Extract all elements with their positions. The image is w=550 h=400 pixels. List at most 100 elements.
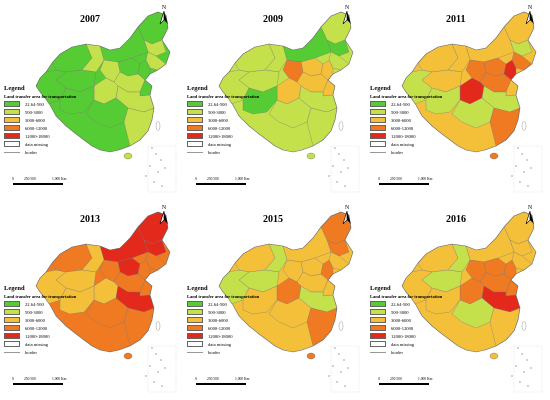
legend-swatch — [370, 141, 386, 147]
china-map — [218, 11, 360, 193]
legend-title: Legend — [4, 85, 25, 92]
sea-island-dot — [342, 158, 345, 161]
legend-label: 12000-18000 — [391, 133, 416, 139]
sea-island-dot — [163, 166, 166, 169]
sea-island-dot — [343, 184, 346, 187]
legend-label: 6000-12000 — [208, 125, 231, 131]
map-panel-2011: 2011 N Legend Land transfer area for transp… — [366, 0, 549, 200]
north-arrow-shape — [525, 10, 534, 25]
arrow-right-half — [347, 11, 351, 24]
sea-island-dot — [152, 380, 155, 383]
scale-bar-graphic — [379, 183, 429, 185]
sea-island-dot — [152, 180, 155, 183]
legend-item: 12000-18000 — [187, 332, 297, 340]
arrow-left-half — [342, 210, 348, 225]
sea-island-dot — [335, 180, 338, 183]
legend-item-missing: data missing — [4, 340, 114, 348]
legend-item: 12000-18000 — [187, 132, 297, 140]
legend-swatch — [4, 351, 20, 353]
sea-island-dot — [333, 146, 336, 149]
legend-swatch — [4, 125, 20, 131]
legend-swatch — [187, 101, 203, 107]
north-label: N — [527, 5, 533, 11]
legend-label: 500-3000 — [25, 109, 43, 115]
scale-bar: 0 250 500 1,000 Km — [193, 177, 293, 189]
legend-swatch — [187, 317, 203, 323]
legend-swatch — [187, 301, 203, 307]
sea-island-dot — [154, 352, 157, 355]
legend-swatch — [187, 341, 203, 347]
legend-item: 3000-6000 — [4, 316, 114, 324]
hainan-island[interactable] — [123, 352, 133, 360]
legend-label: 12000-18000 — [25, 333, 50, 339]
legend-label: 22.64-500 — [25, 101, 44, 107]
legend-item: 12000-18000 — [370, 132, 480, 140]
sea-island-dot — [514, 364, 517, 367]
sea-island-dot — [163, 366, 166, 369]
year-title: 2011 — [446, 14, 466, 25]
legend-swatch — [370, 333, 386, 339]
scale-label: 1,000 Km — [418, 177, 433, 181]
legend-label: border — [208, 349, 220, 355]
year-title: 2013 — [80, 214, 100, 225]
map-panel-2016: 2016 N Legend Land transfer area for transp… — [366, 200, 549, 400]
legend-item: 22.64-500 — [4, 300, 114, 308]
legend-label: border — [25, 149, 37, 155]
legend-label: 22.64-500 — [391, 301, 410, 307]
arrow-left-half — [342, 10, 348, 25]
hainan-island[interactable] — [123, 152, 133, 160]
north-label: N — [161, 205, 167, 211]
legend-label: 22.64-500 — [208, 301, 227, 307]
legend-item: 6000-12000 — [187, 324, 297, 332]
scale-label: 250 500 — [207, 377, 219, 381]
map-panel-2013: 2013 N Legend Land transfer area for transp… — [0, 200, 183, 400]
north-arrow-icon: N — [158, 205, 170, 230]
legend-swatch — [187, 325, 203, 331]
legend-item: 3000-6000 — [187, 316, 297, 324]
scale-label: 250 500 — [24, 177, 36, 181]
scale-bar-graphic — [196, 183, 246, 185]
legend-swatch — [187, 133, 203, 139]
country-border — [218, 211, 354, 353]
sea-island-dot — [327, 374, 330, 377]
scale-label: 1,000 Km — [235, 377, 250, 381]
legend-item: 3000-6000 — [187, 116, 297, 124]
legend-swatch — [370, 309, 386, 315]
legend: Legend Land transfer area for transportat… — [187, 285, 297, 356]
hainan-island[interactable] — [306, 352, 316, 360]
legend-swatch — [4, 117, 20, 123]
china-map — [401, 11, 543, 193]
legend-item: 500-3000 — [370, 108, 480, 116]
legend-swatch — [370, 317, 386, 323]
china-map — [218, 211, 360, 393]
sea-island-dot — [525, 358, 528, 361]
legend-label: border — [391, 349, 403, 355]
taiwan-island — [338, 121, 344, 131]
taiwan-island — [521, 121, 527, 131]
year-title: 2015 — [263, 214, 283, 225]
legend-label: 500-3000 — [208, 109, 226, 115]
legend-item-missing: data missing — [187, 340, 297, 348]
hainan-island[interactable] — [489, 352, 499, 360]
sea-island-dot — [342, 358, 345, 361]
scale-bar-graphic — [13, 383, 63, 385]
sea-island-dot — [514, 164, 517, 167]
legend-swatch — [370, 151, 386, 153]
legend-swatch — [370, 325, 386, 331]
legend-swatch — [4, 341, 20, 347]
hainan-island[interactable] — [489, 152, 499, 160]
legend-label: 6000-12000 — [208, 325, 231, 331]
north-label: N — [344, 205, 350, 211]
scale-bar-graphic — [13, 183, 63, 185]
legend-label: data missing — [391, 141, 415, 147]
sea-island-dot — [333, 346, 336, 349]
sea-island-dot — [339, 170, 342, 173]
legend-label: 22.64-500 — [391, 101, 410, 107]
sea-island-dot — [144, 174, 147, 177]
province-group — [402, 212, 536, 352]
legend: Legend Land transfer area for transportat… — [370, 285, 480, 356]
legend-item: 22.64-500 — [187, 100, 297, 108]
legend-item: 3000-6000 — [4, 116, 114, 124]
legend-swatch — [187, 151, 203, 153]
hainan-island[interactable] — [306, 152, 316, 160]
